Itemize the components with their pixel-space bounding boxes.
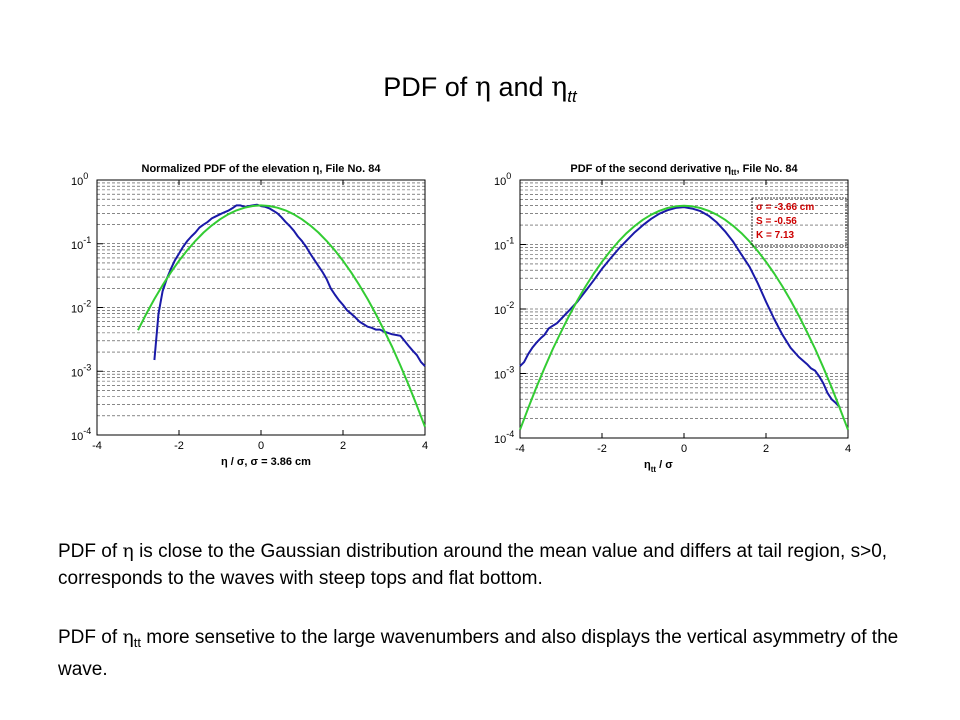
- x-axis-label: ηtt / σ: [644, 459, 673, 474]
- x-tick-label: -2: [597, 443, 607, 455]
- y-tick-label: 10-1: [71, 235, 91, 252]
- p2-rest: more sensetive to the large wavenumbers …: [58, 627, 899, 680]
- chart-elevation-pdf: -4 -2 0 2 4 100 10-1 10-2 10-3 10-4 Normalized PDF…: [55, 150, 445, 480]
- y-tick-label: 100: [71, 171, 88, 188]
- p2-sub: tt: [133, 635, 142, 650]
- y-tick-label: 10-3: [494, 365, 514, 382]
- slide-title: PDF of η and ηtt: [0, 72, 960, 107]
- title-sub: tt: [567, 87, 577, 106]
- plot-area: [519, 179, 849, 439]
- stats-box: [751, 197, 847, 247]
- x-axis-label: η / σ, σ = 3.86 cm: [221, 456, 311, 468]
- x-tick-label: 2: [340, 440, 346, 452]
- chart-title: PDF of the second derivative ηtt, File N…: [570, 163, 798, 177]
- y-tick-label: 10-2: [494, 300, 514, 317]
- p1-rest: is close to the Gaussian distribution ar…: [58, 541, 888, 589]
- chart-elevation-svg: -4 -2 0 2 4 100 10-1 10-2 10-3 10-4 Normalized PDF…: [71, 163, 428, 468]
- plot-area: [96, 179, 426, 436]
- x-tick-label: 4: [422, 440, 428, 452]
- y-tick-label: 10-1: [494, 236, 514, 253]
- chart-title: Normalized PDF of the elevation η, File …: [142, 163, 382, 175]
- stats-line: K = 7.13: [756, 230, 795, 241]
- p2-lead: PDF of: [58, 627, 123, 648]
- x-tick-label: 2: [763, 443, 769, 455]
- gaussian-pdf-line: [137, 204, 426, 428]
- measured-pdf-line: [519, 206, 841, 408]
- title-and: and: [491, 72, 552, 102]
- x-tick-label: 0: [681, 443, 687, 455]
- paragraph-1: PDF of η is close to the Gaussian distri…: [58, 538, 928, 592]
- title-eta: η: [474, 72, 491, 103]
- y-tick-label: 10-2: [71, 299, 91, 316]
- x-tick-label: -2: [174, 440, 184, 452]
- y-tick-label: 10-4: [494, 429, 514, 446]
- chart-derivative-svg: -4 -2 0 2 4 100 10-1 10-2 10-3 10-4 PDF of the sec…: [494, 163, 851, 474]
- y-tick-label: 10-4: [71, 426, 91, 443]
- p1-lead: PDF of: [58, 541, 123, 562]
- p1-eta: η: [122, 540, 134, 562]
- x-tick-label: 4: [845, 443, 851, 455]
- chart-derivative-pdf: -4 -2 0 2 4 100 10-1 10-2 10-3 10-4 PDF of the sec…: [480, 150, 870, 490]
- y-tick-label: 100: [494, 171, 511, 188]
- x-tick-label: -4: [92, 440, 102, 452]
- title-prefix: PDF of: [383, 72, 475, 102]
- paragraph-2: PDF of ηtt more sensetive to the large w…: [58, 624, 928, 683]
- stats-line: σ = -3.66 cm: [756, 202, 814, 213]
- y-tick-label: 10-3: [71, 362, 91, 379]
- x-tick-label: 0: [258, 440, 264, 452]
- x-tick-label: -4: [515, 443, 525, 455]
- title-eta-tt: η: [551, 72, 568, 103]
- gaussian-pdf-line: [519, 204, 849, 431]
- measured-pdf-line: [153, 203, 426, 367]
- stats-line: S = -0.56: [756, 216, 797, 227]
- p2-eta: η: [122, 626, 134, 648]
